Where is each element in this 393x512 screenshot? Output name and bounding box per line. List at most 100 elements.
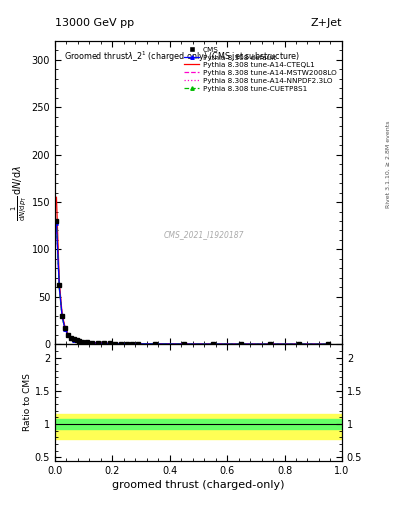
Line: Pythia 8.308 tune-A14-MSTW2008LO: Pythia 8.308 tune-A14-MSTW2008LO (57, 223, 328, 344)
Pythia 8.308 tune-A14-MSTW2008LO (113, 340, 118, 347)
Pythia 8.308 tune-A14-NNPDF2.3LO (125, 340, 129, 347)
Pythia 8.308 tune-A14-CTEQL1 (54, 194, 59, 200)
CMS (77, 338, 82, 345)
Pythia 8.308 tune-CUETP8S1 (125, 340, 129, 347)
Pythia 8.308 default (268, 341, 273, 347)
Pythia 8.308 tune-A14-MSTW2008LO (130, 341, 135, 347)
Pythia 8.308 tune-A14-MSTW2008LO (90, 340, 95, 346)
Pythia 8.308 tune-A14-NNPDF2.3LO (57, 284, 62, 290)
Pythia 8.308 tune-A14-MSTW2008LO (119, 340, 123, 347)
Pythia 8.308 tune-A14-NNPDF2.3LO (325, 341, 330, 347)
Pythia 8.308 tune-A14-CTEQL1 (107, 340, 112, 347)
Text: CMS_2021_I1920187: CMS_2021_I1920187 (164, 230, 244, 240)
Pythia 8.308 tune-CUETP8S1 (325, 341, 330, 347)
Pythia 8.308 tune-A14-CTEQL1 (63, 324, 68, 330)
Pythia 8.308 tune-A14-MSTW2008LO (71, 336, 76, 343)
Pythia 8.308 tune-A14-NNPDF2.3LO (297, 341, 301, 347)
Pythia 8.308 tune-CUETP8S1 (71, 337, 76, 343)
Pythia 8.308 tune-A14-CTEQL1 (101, 340, 106, 346)
CMS (125, 340, 129, 347)
Pythia 8.308 tune-A14-MSTW2008LO (182, 341, 187, 347)
Pythia 8.308 default (57, 284, 62, 290)
Pythia 8.308 tune-A14-NNPDF2.3LO (84, 339, 89, 346)
Pythia 8.308 tune-CUETP8S1 (239, 341, 244, 347)
CMS (113, 340, 118, 347)
Pythia 8.308 tune-A14-MSTW2008LO (297, 341, 301, 347)
CMS (80, 339, 84, 345)
CMS (239, 341, 244, 347)
CMS (101, 340, 106, 346)
Pythia 8.308 default (239, 341, 244, 347)
CMS (60, 313, 64, 319)
Pythia 8.308 tune-CUETP8S1 (268, 341, 273, 347)
Pythia 8.308 tune-A14-CTEQL1 (96, 340, 101, 346)
Pythia 8.308 default (107, 340, 112, 347)
Line: Pythia 8.308 tune-A14-NNPDF2.3LO: Pythia 8.308 tune-A14-NNPDF2.3LO (57, 223, 328, 344)
Pythia 8.308 tune-A14-CTEQL1 (239, 341, 244, 347)
Pythia 8.308 tune-CUETP8S1 (90, 340, 95, 346)
CMS (84, 339, 89, 346)
Pythia 8.308 default (77, 338, 82, 345)
Pythia 8.308 tune-A14-CTEQL1 (113, 340, 118, 347)
Pythia 8.308 tune-A14-CTEQL1 (325, 341, 330, 347)
Pythia 8.308 tune-A14-CTEQL1 (60, 312, 64, 318)
Pythia 8.308 tune-CUETP8S1 (60, 314, 64, 321)
Pythia 8.308 tune-A14-MSTW2008LO (63, 326, 68, 332)
CMS (107, 340, 112, 347)
Pythia 8.308 tune-A14-CTEQL1 (74, 337, 79, 343)
Pythia 8.308 tune-A14-MSTW2008LO (57, 284, 62, 290)
CMS (90, 339, 95, 346)
Pythia 8.308 tune-A14-MSTW2008LO (96, 340, 101, 346)
Pythia 8.308 default (84, 339, 89, 346)
Pythia 8.308 default (136, 341, 141, 347)
Pythia 8.308 default (125, 340, 129, 347)
CMS (211, 341, 215, 347)
CMS (68, 334, 73, 340)
Pythia 8.308 default (63, 326, 68, 332)
Pythia 8.308 tune-A14-NNPDF2.3LO (113, 340, 118, 347)
Pythia 8.308 tune-A14-CTEQL1 (125, 340, 129, 347)
Pythia 8.308 tune-A14-CTEQL1 (57, 280, 62, 286)
Y-axis label: Ratio to CMS: Ratio to CMS (23, 374, 32, 432)
Pythia 8.308 tune-A14-CTEQL1 (66, 331, 70, 337)
Line: Pythia 8.308 tune-A14-CTEQL1: Pythia 8.308 tune-A14-CTEQL1 (57, 197, 328, 344)
Pythia 8.308 tune-A14-MSTW2008LO (77, 338, 82, 345)
Pythia 8.308 default (71, 336, 76, 343)
Pythia 8.308 default (90, 340, 95, 346)
CMS (96, 340, 101, 346)
CMS (297, 341, 301, 347)
Pythia 8.308 tune-CUETP8S1 (96, 340, 101, 346)
Pythia 8.308 tune-A14-CTEQL1 (211, 341, 215, 347)
Pythia 8.308 tune-A14-CTEQL1 (182, 341, 187, 347)
Pythia 8.308 tune-CUETP8S1 (68, 335, 73, 342)
Pythia 8.308 tune-CUETP8S1 (211, 341, 215, 347)
Text: Z+Jet: Z+Jet (310, 18, 342, 28)
Pythia 8.308 tune-A14-CTEQL1 (130, 340, 135, 347)
Pythia 8.308 tune-CUETP8S1 (57, 286, 62, 292)
CMS (136, 341, 141, 347)
Pythia 8.308 default (66, 332, 70, 338)
Pythia 8.308 tune-A14-NNPDF2.3LO (107, 340, 112, 347)
Text: Rivet 3.1.10, ≥ 2.8M events: Rivet 3.1.10, ≥ 2.8M events (386, 120, 391, 207)
Pythia 8.308 tune-A14-NNPDF2.3LO (60, 314, 64, 320)
Pythia 8.308 tune-A14-MSTW2008LO (125, 340, 129, 347)
Pythia 8.308 tune-A14-MSTW2008LO (101, 340, 106, 346)
Pythia 8.308 default (211, 341, 215, 347)
CMS (63, 325, 68, 331)
CMS (54, 218, 59, 224)
Pythia 8.308 tune-A14-NNPDF2.3LO (268, 341, 273, 347)
Pythia 8.308 tune-CUETP8S1 (66, 332, 70, 338)
Pythia 8.308 tune-CUETP8S1 (84, 339, 89, 346)
Pythia 8.308 tune-A14-MSTW2008LO (107, 340, 112, 347)
Pythia 8.308 tune-A14-MSTW2008LO (84, 339, 89, 346)
Pythia 8.308 tune-A14-NNPDF2.3LO (68, 335, 73, 341)
Pythia 8.308 default (68, 335, 73, 341)
Pythia 8.308 tune-A14-CTEQL1 (136, 341, 141, 347)
Pythia 8.308 tune-A14-CTEQL1 (90, 339, 95, 346)
Pythia 8.308 tune-CUETP8S1 (77, 338, 82, 345)
Pythia 8.308 tune-CUETP8S1 (101, 340, 106, 347)
Pythia 8.308 tune-A14-MSTW2008LO (136, 341, 141, 347)
Text: 13000 GeV pp: 13000 GeV pp (55, 18, 134, 28)
CMS (130, 340, 135, 347)
Pythia 8.308 tune-A14-NNPDF2.3LO (80, 339, 84, 345)
